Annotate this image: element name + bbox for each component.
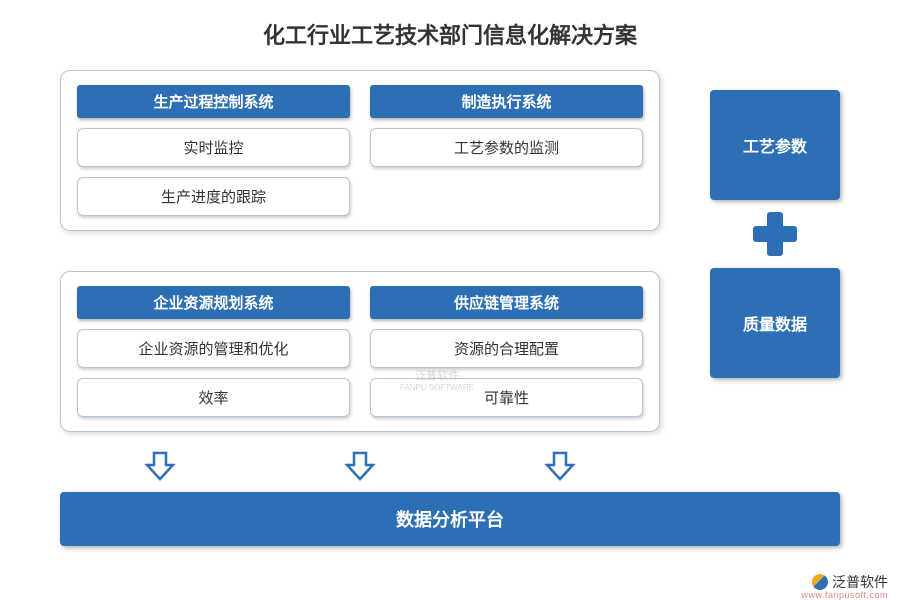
header-erp: 企业资源规划系统: [77, 286, 350, 319]
item-resource-mgmt: 企业资源的管理和优化: [77, 329, 350, 368]
lower-systems-box: 企业资源规划系统 企业资源的管理和优化 效率 供应链管理系统 资源的合理配置 可…: [60, 271, 660, 432]
side-column: 工艺参数 质量数据: [710, 90, 840, 378]
box2-col1: 企业资源规划系统 企业资源的管理和优化 效率: [77, 286, 350, 417]
header-mes: 制造执行系统: [370, 85, 643, 118]
logo-icon: [812, 574, 828, 590]
side-box-quality-data: 质量数据: [710, 268, 840, 378]
item-param-monitor: 工艺参数的监测: [370, 128, 643, 167]
watermark-line2: FANPU SOFTWARE: [400, 383, 474, 393]
item-progress-track: 生产进度的跟踪: [77, 177, 350, 216]
arrow-down-icon: [345, 451, 375, 481]
header-production-control: 生产过程控制系统: [77, 85, 350, 118]
upper-systems-box: 生产过程控制系统 实时监控 生产进度的跟踪 制造执行系统 工艺参数的监测: [60, 70, 660, 231]
item-realtime-monitor: 实时监控: [77, 128, 350, 167]
side-box-process-params: 工艺参数: [710, 90, 840, 200]
down-arrows-row: [60, 448, 660, 484]
box2-col2: 供应链管理系统 资源的合理配置 可靠性: [370, 286, 643, 417]
arrow-down-icon: [545, 451, 575, 481]
arrow-down-icon: [145, 451, 175, 481]
item-efficiency: 效率: [77, 378, 350, 417]
box1-col1: 生产过程控制系统 实时监控 生产进度的跟踪: [77, 85, 350, 216]
page-title: 化工行业工艺技术部门信息化解决方案: [0, 0, 900, 50]
bottom-platform-bar: 数据分析平台: [60, 492, 840, 546]
watermark: 泛普软件 FANPU SOFTWARE: [400, 370, 474, 393]
watermark-line1: 泛普软件: [400, 370, 474, 383]
main-diagram-area: 生产过程控制系统 实时监控 生产进度的跟踪 制造执行系统 工艺参数的监测 企业资…: [60, 70, 660, 432]
box1-col2: 制造执行系统 工艺参数的监测: [370, 85, 643, 216]
plus-icon: [753, 212, 797, 256]
logo-url: www.fanpusoft.com: [801, 590, 888, 600]
logo-text: 泛普软件: [832, 572, 888, 592]
logo-corner: 泛普软件 www.fanpusoft.com: [812, 572, 888, 592]
item-resource-alloc: 资源的合理配置: [370, 329, 643, 368]
header-scm: 供应链管理系统: [370, 286, 643, 319]
